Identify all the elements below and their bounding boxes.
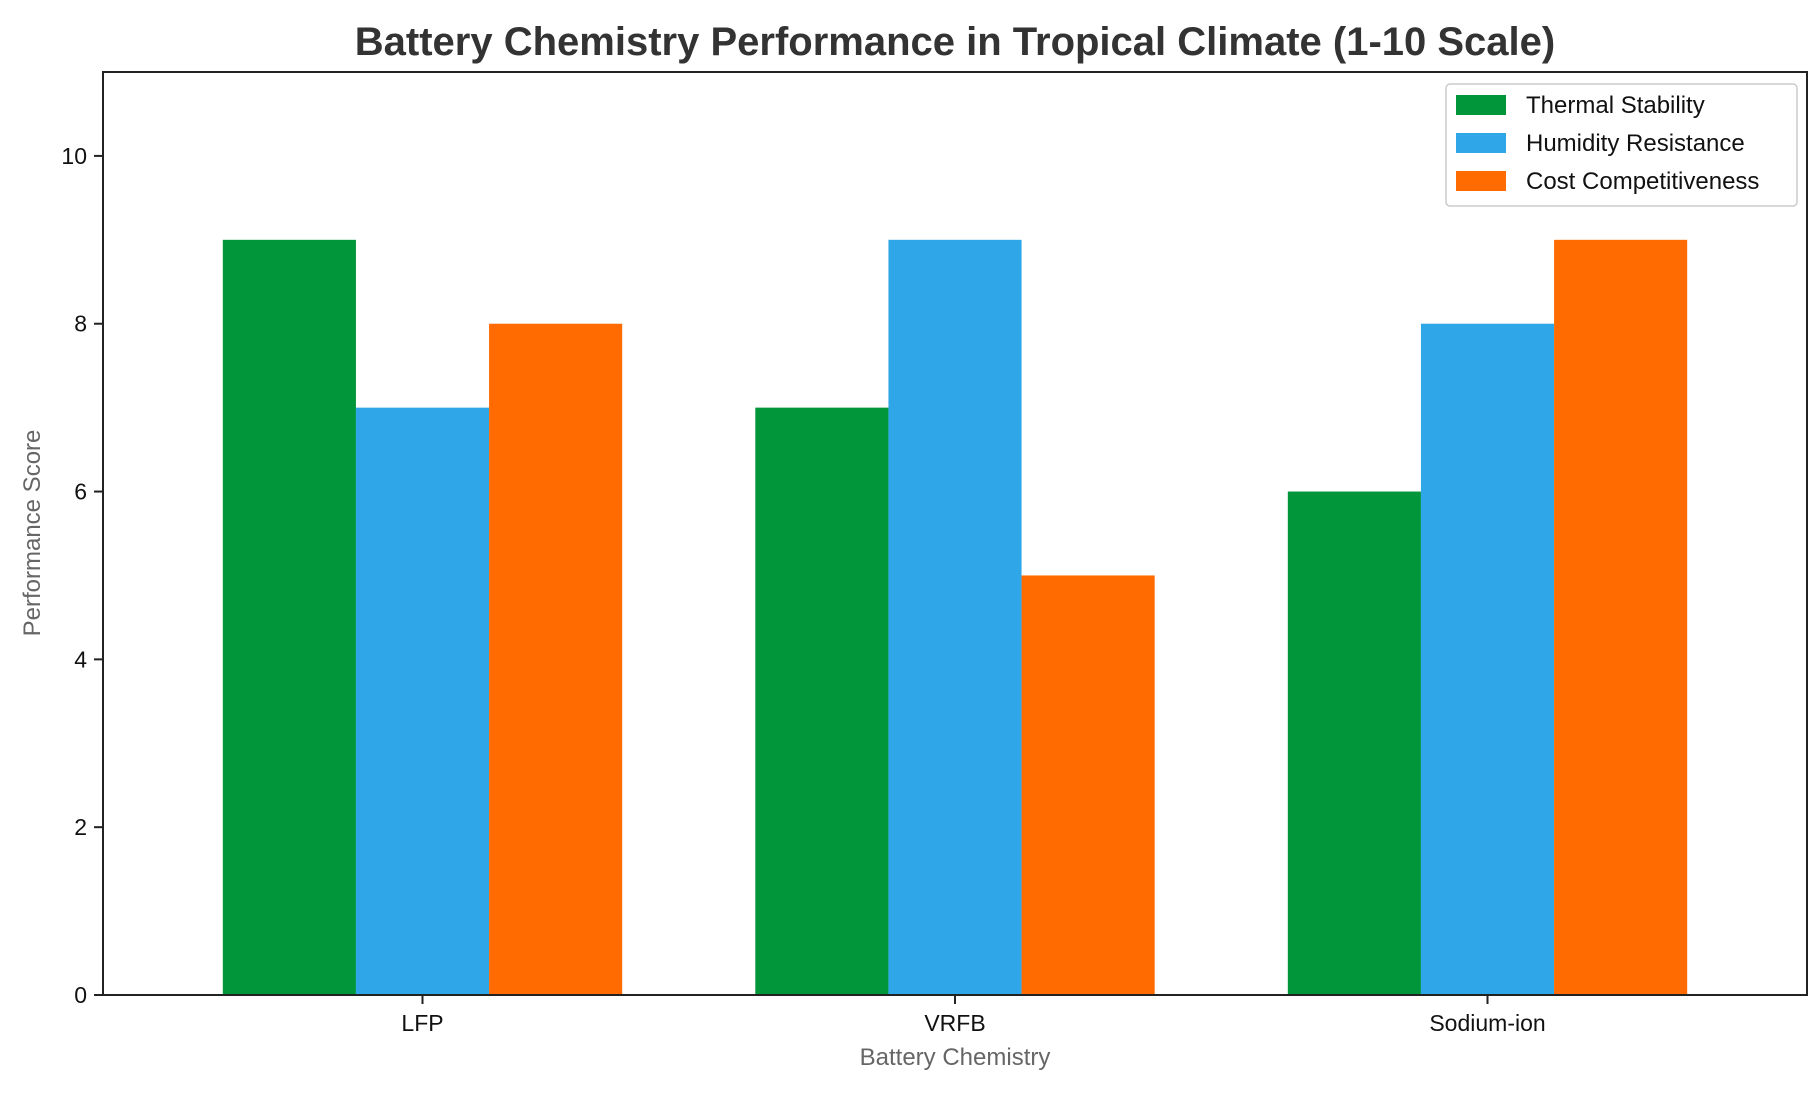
legend-label-humidity-resistance: Humidity Resistance (1526, 130, 1745, 157)
x-axis: LFP VRFB Sodium-ion (401, 995, 1546, 1036)
bars-group (222, 239, 1688, 995)
legend-swatch-humidity-resistance (1456, 133, 1506, 153)
y-tick-label: 8 (74, 311, 87, 337)
y-tick-label: 2 (74, 814, 87, 840)
bar-thermal-stability-lfp (222, 239, 356, 995)
bar-thermal-stability-vrfb (755, 407, 889, 995)
bar-cost-competitiveness-sodium-ion (1554, 239, 1688, 995)
bar-humidity-resistance-vrfb (888, 239, 1022, 995)
legend-swatch-cost-competitiveness (1456, 171, 1506, 191)
bar-cost-competitiveness-vrfb (1021, 575, 1155, 995)
chart-title: Battery Chemistry Performance in Tropica… (355, 20, 1555, 64)
y-tick-label: 4 (74, 646, 87, 672)
y-tick-label: 10 (61, 143, 87, 169)
y-axis-label: Performance Score (19, 430, 46, 637)
legend-label-thermal-stability: Thermal Stability (1526, 92, 1705, 119)
legend-box (1445, 83, 1798, 207)
y-axis: 0 2 4 6 8 10 (61, 143, 103, 1008)
bar-cost-competitiveness-lfp (489, 323, 623, 995)
x-tick-label-sodium-ion: Sodium-ion (1429, 1010, 1545, 1036)
x-tick-label-vrfb: VRFB (924, 1010, 985, 1036)
y-tick-label: 0 (74, 982, 87, 1008)
bar-thermal-stability-sodium-ion (1287, 491, 1421, 995)
x-axis-label: Battery Chemistry (860, 1044, 1051, 1071)
y-tick-label: 6 (74, 479, 87, 505)
bar-humidity-resistance-sodium-ion (1420, 323, 1555, 995)
x-tick-label-lfp: LFP (401, 1010, 443, 1036)
legend-swatch-thermal-stability (1456, 95, 1506, 115)
legend: Thermal Stability Humidity Resistance Cost… (1445, 83, 1798, 207)
legend-label-cost-competitiveness: Cost Competitiveness (1526, 168, 1759, 195)
bar-humidity-resistance-lfp (355, 407, 490, 995)
